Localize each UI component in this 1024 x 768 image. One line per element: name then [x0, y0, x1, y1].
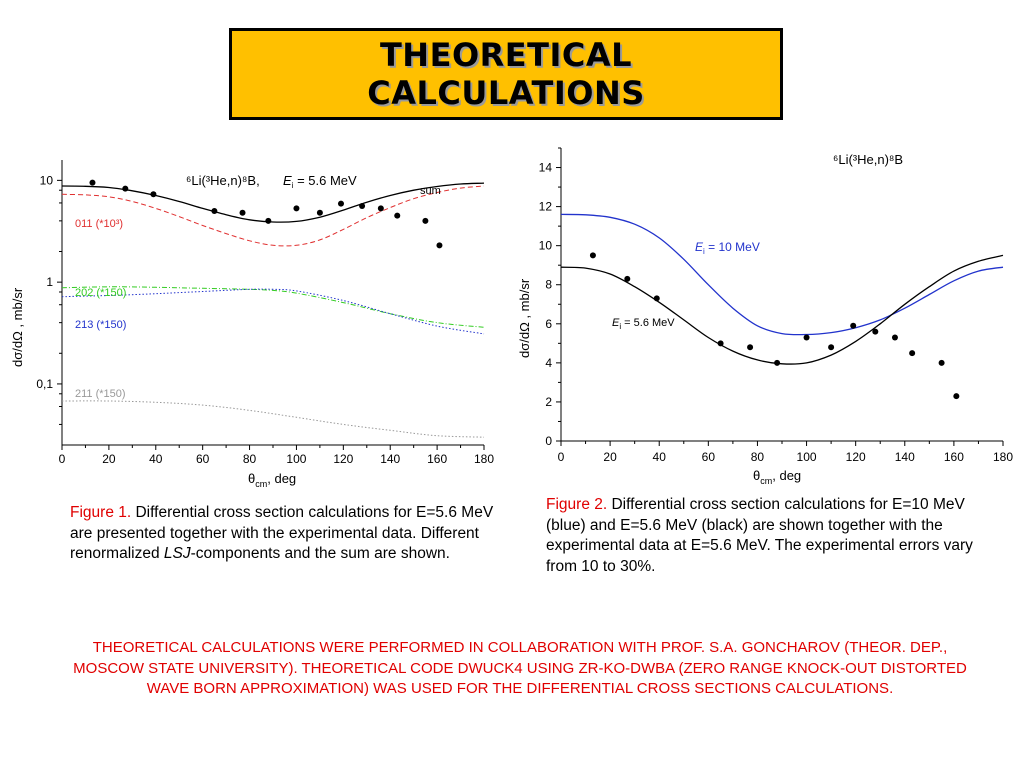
x-tick-label: 160 — [427, 452, 447, 466]
y-tick-label: 4 — [545, 356, 552, 370]
data-point — [774, 359, 781, 366]
caption-2-text: Differential cross section calculations … — [546, 496, 973, 575]
series-label-211: 211 (*150) — [75, 388, 126, 400]
x-tick-label: 40 — [653, 450, 667, 464]
y-axis-label: dσ/dΩ , mb/sr — [517, 278, 532, 358]
data-point — [717, 340, 724, 347]
x-tick-label: 100 — [286, 452, 306, 466]
data-point — [891, 334, 898, 341]
series-line-0 — [61, 182, 485, 223]
y-tick-label: 10 — [539, 239, 553, 253]
data-point — [624, 275, 631, 282]
data-point — [436, 242, 443, 249]
x-tick-label: 60 — [196, 452, 210, 466]
y-tick-label: 6 — [545, 317, 552, 331]
data-point — [953, 393, 960, 400]
data-point — [316, 209, 323, 216]
x-tick-label: 20 — [603, 450, 617, 464]
data-point — [293, 205, 300, 212]
data-point — [803, 334, 810, 341]
data-point — [150, 191, 157, 198]
x-tick-label: 180 — [993, 450, 1013, 464]
series-line-4 — [61, 400, 485, 438]
series-line-1 — [61, 185, 485, 247]
series-line-1 — [560, 254, 1004, 365]
data-point — [239, 209, 246, 216]
data-point — [359, 202, 366, 209]
series-label-sum: sum — [420, 185, 441, 197]
y-tick-label: 2 — [545, 395, 552, 409]
figure-1-caption: Figure 1. Differential cross section cal… — [70, 503, 505, 565]
data-point — [589, 252, 596, 259]
x-axis-label: θcm, deg — [753, 468, 801, 486]
x-tick-label: 120 — [333, 452, 353, 466]
x-tick-label: 0 — [59, 452, 66, 466]
title-line-2: CALCULATIONS — [367, 74, 645, 112]
title-line-1: THEORETICAL — [379, 36, 633, 74]
data-point — [828, 344, 835, 351]
data-point — [265, 217, 272, 224]
y-tick-label: 0 — [545, 434, 552, 448]
data-point — [89, 179, 96, 186]
x-tick-label: 80 — [751, 450, 765, 464]
x-tick-label: 140 — [380, 452, 400, 466]
x-tick-label: 60 — [702, 450, 716, 464]
y-tick-label: 0,1 — [36, 377, 53, 391]
series-line-3 — [61, 288, 485, 335]
x-tick-label: 160 — [944, 450, 964, 464]
series-label-10mev: Ei = 10 MeV — [695, 240, 760, 256]
figure-2-label: Figure 2. — [546, 496, 608, 513]
x-axis-label: θcm, deg — [248, 471, 296, 489]
x-tick-label: 40 — [149, 452, 163, 466]
data-point — [394, 212, 401, 219]
y-axis-label: dσ/dΩ , mb/sr — [10, 287, 25, 367]
data-point — [653, 295, 660, 302]
y-tick-label: 8 — [545, 278, 552, 292]
series-label-202: 202 (*150) — [75, 287, 126, 299]
title-banner: THEORETICAL CALCULATIONS — [229, 28, 783, 120]
x-tick-label: 180 — [474, 452, 494, 466]
data-point — [909, 350, 916, 357]
data-point — [122, 185, 129, 192]
data-point — [422, 217, 429, 224]
x-tick-label: 100 — [797, 450, 817, 464]
y-tick-label: 14 — [539, 161, 553, 175]
data-point — [211, 207, 218, 214]
figure-2-chart: 0 20 40 60 80 100 120 140 160 180 0 2 4 6 8 10 12 14 ⁶Li… — [517, 147, 1013, 486]
data-point — [377, 205, 384, 212]
x-tick-label: 0 — [558, 450, 565, 464]
x-tick-label: 140 — [895, 450, 915, 464]
y-tick-label: 12 — [539, 200, 553, 214]
figure-1-label: Figure 1. — [70, 504, 132, 521]
x-tick-label: 20 — [102, 452, 116, 466]
series-label-213: 213 (*150) — [75, 319, 126, 331]
y-tick-label: 1 — [46, 275, 53, 289]
series-line-2 — [61, 286, 485, 328]
data-point — [872, 328, 879, 335]
y-tick-label: 10 — [40, 173, 54, 187]
data-point — [938, 359, 945, 366]
x-tick-label: 80 — [243, 452, 257, 466]
figure-1-chart: 0 20 40 60 80 100 120 140 160 180 0,1 1 10 ⁶Li(³He,… — [10, 160, 494, 489]
reaction-label: ⁶Li(³He,n)⁸B — [833, 152, 903, 167]
footer-note: THEORETICAL CALCULATIONS WERE PERFORMED … — [73, 639, 967, 697]
caption-1-italic: LSJ — [163, 545, 191, 562]
series-label-011: 011 (*10³) — [75, 218, 123, 230]
series-line-0 — [560, 213, 1004, 336]
figure-2-caption: Figure 2. Differential cross section cal… — [546, 495, 986, 577]
series-label-5.6mev: Ei = 5.6 MeV — [612, 317, 675, 331]
data-point — [850, 322, 857, 329]
energy-label: Ei = 5.6 MeV — [283, 173, 357, 190]
data-point — [337, 200, 344, 207]
reaction-label: ⁶Li(³He,n)⁸B, — [186, 173, 260, 188]
x-tick-label: 120 — [846, 450, 866, 464]
caption-1-text-b: -components and the sum are shown. — [190, 545, 450, 562]
data-point — [747, 344, 754, 351]
caption-1-text-a: Differential cross section calculations … — [70, 504, 494, 562]
